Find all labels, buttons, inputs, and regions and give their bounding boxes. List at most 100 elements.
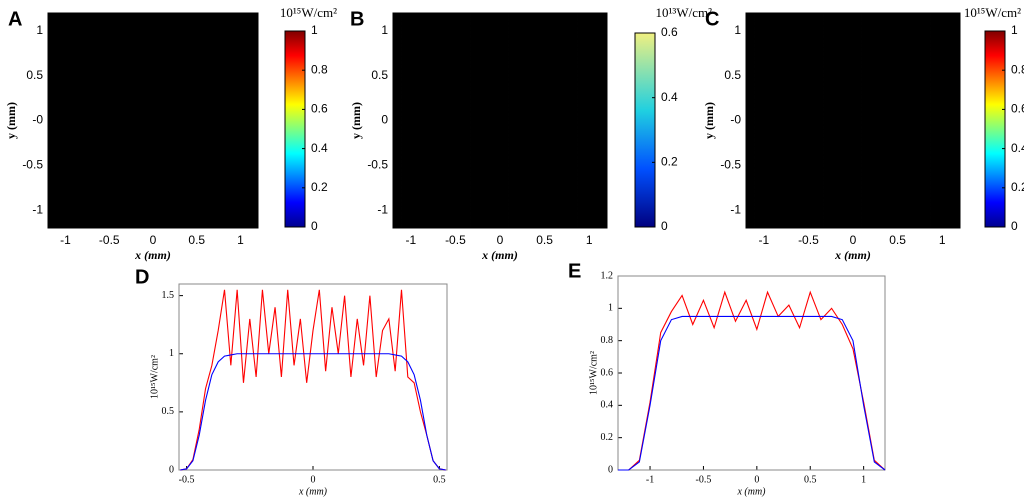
- heatmap-cell: [216, 64, 221, 70]
- heatmap-cell: [102, 111, 108, 117]
- heatmap-cell: [405, 21, 411, 27]
- heatmap-cell: [547, 120, 552, 126]
- heatmap-cell: [115, 154, 120, 160]
- heatmap-cell: [465, 146, 471, 151]
- heatmap-cell: [203, 215, 208, 220]
- heatmap-cell: [132, 120, 137, 126]
- heatmap-cell: [216, 202, 221, 207]
- heatmap-cell: [111, 43, 116, 48]
- heatmap-cell: [452, 17, 458, 22]
- heatmap-cell: [69, 120, 74, 126]
- heatmap-cell: [157, 202, 162, 207]
- heatmap-cell: [237, 90, 242, 96]
- heatmap-cell: [602, 154, 608, 160]
- heatmap-cell: [602, 185, 608, 190]
- heatmap-cell: [525, 47, 531, 53]
- heatmap-cell: [393, 124, 398, 130]
- heatmap-cell: [203, 94, 208, 100]
- heatmap-cell: [435, 30, 441, 35]
- heatmap-cell: [551, 206, 557, 212]
- heatmap-cell: [182, 202, 187, 207]
- heatmap-cell: [119, 215, 124, 220]
- heatmap-cell: [207, 202, 213, 207]
- heatmap-cell: [140, 193, 145, 199]
- heatmap-cell: [504, 193, 509, 199]
- heatmap-cell: [245, 99, 250, 104]
- heatmap-cell: [572, 189, 578, 194]
- heatmap-cell: [422, 219, 428, 225]
- heatmap-cell: [199, 159, 204, 164]
- heatmap-cell: [589, 25, 595, 31]
- heatmap-cell: [178, 111, 183, 117]
- heatmap: [393, 13, 608, 229]
- heatmap-cell: [148, 21, 154, 27]
- heatmap-cell: [422, 210, 428, 216]
- heatmap-cell: [598, 185, 604, 190]
- heatmap-cell: [174, 176, 179, 182]
- heatmap-cell: [598, 159, 604, 164]
- heatmap-cell: [228, 94, 234, 100]
- heatmap-cell: [224, 193, 229, 199]
- heatmap-cell: [73, 159, 78, 164]
- heatmap-cell: [169, 185, 175, 190]
- heatmap-cell: [393, 137, 398, 143]
- heatmap-cell: [136, 159, 141, 164]
- heatmap-cell: [508, 180, 514, 186]
- heatmap-cell: [237, 94, 242, 100]
- heatmap-cell: [431, 142, 437, 147]
- heatmap-cell: [161, 146, 166, 151]
- heatmap-cell: [495, 38, 501, 44]
- heatmap-cell: [500, 13, 505, 18]
- heatmap-cell: [478, 129, 484, 134]
- heatmap-cell: [178, 77, 183, 83]
- heatmap-cell: [207, 56, 213, 61]
- heatmap-cell: [237, 180, 242, 186]
- heatmap-cell: [132, 81, 137, 87]
- heatmap-cell: [52, 64, 57, 70]
- heatmap-cell: [98, 99, 103, 104]
- heatmap-cell: [115, 64, 120, 70]
- heatmap-cell: [90, 172, 95, 177]
- heatmap-cell: [410, 99, 415, 104]
- heatmap-cell: [174, 25, 179, 31]
- heatmap-cell: [457, 154, 462, 160]
- heatmap-cell: [60, 129, 66, 134]
- x-tick-label: -1: [60, 233, 71, 247]
- heatmap-cell: [216, 81, 221, 87]
- heatmap-cell: [491, 77, 497, 83]
- heatmap-cell: [487, 81, 492, 87]
- heatmap-cell: [90, 38, 95, 44]
- heatmap-cell: [190, 103, 196, 108]
- heatmap-cell: [491, 142, 497, 147]
- heatmap-cell: [195, 167, 200, 173]
- heatmap-cell: [418, 159, 424, 164]
- heatmap-cell: [452, 120, 458, 126]
- heatmap-cell: [253, 172, 259, 177]
- heatmap-cell: [448, 51, 454, 57]
- heatmap-cell: [253, 150, 259, 156]
- heatmap-cell: [551, 51, 557, 57]
- heatmap-cell: [461, 103, 467, 108]
- heatmap-cell: [220, 185, 225, 190]
- heatmap-cell: [48, 77, 53, 83]
- heatmap-cell: [470, 180, 475, 186]
- heatmap-cell: [207, 206, 213, 212]
- heatmap-cell: [435, 176, 441, 182]
- heatmap-cell: [448, 163, 454, 169]
- heatmap-cell: [410, 202, 415, 207]
- heatmap-cell: [127, 159, 133, 164]
- heatmap-cell: [69, 150, 74, 156]
- heatmap-cell: [491, 51, 497, 57]
- heatmap-cell: [199, 64, 204, 70]
- heatmap-cell: [547, 219, 552, 225]
- heatmap-cell: [508, 129, 514, 134]
- heatmap-cell: [64, 124, 70, 130]
- heatmap-cell: [140, 99, 145, 104]
- heatmap-cell: [602, 215, 608, 220]
- heatmap-cell: [512, 13, 518, 18]
- heatmap-cell: [119, 90, 124, 96]
- heatmap-cell: [81, 13, 87, 18]
- heatmap-cell: [448, 86, 454, 91]
- heatmap-cell: [559, 219, 565, 225]
- heatmap-cell: [572, 219, 578, 225]
